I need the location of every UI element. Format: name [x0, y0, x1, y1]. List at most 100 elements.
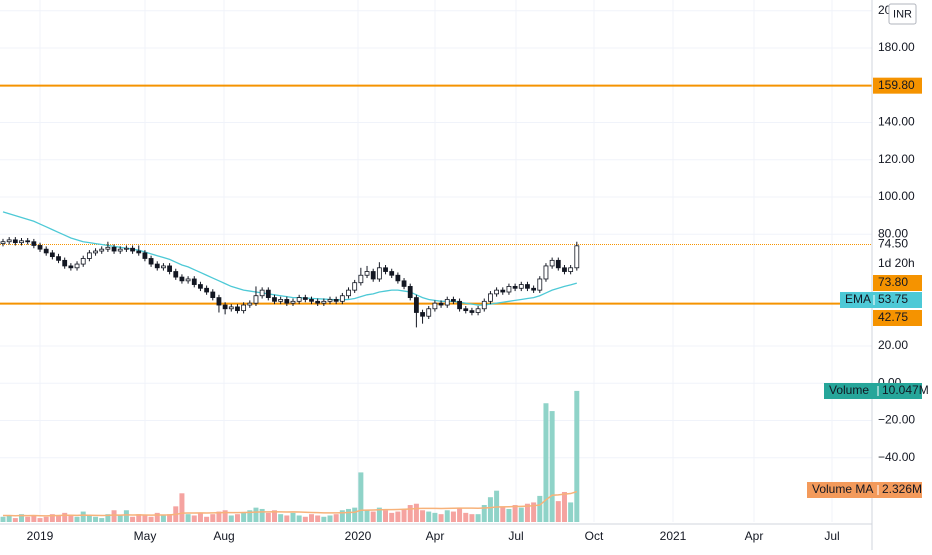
- volume-bar: [512, 505, 518, 522]
- volume-bar: [315, 515, 321, 522]
- volume-bar: [339, 510, 345, 522]
- volume-bar: [56, 515, 62, 522]
- series-label-box: [840, 292, 922, 308]
- volume-bar: [0, 516, 6, 522]
- candle-body: [37, 245, 43, 250]
- candle-body: [383, 267, 388, 272]
- y-tick-label: 100.00: [878, 189, 915, 203]
- volume-bar: [420, 510, 426, 522]
- candle-body: [574, 245, 580, 269]
- candle-body: [364, 271, 370, 276]
- volume-bar: [117, 515, 123, 522]
- volume-bar: [568, 502, 574, 522]
- volume-bar: [74, 516, 80, 522]
- plot: [0, 84, 872, 522]
- candle-body: [148, 258, 154, 265]
- volume-bar: [395, 511, 401, 522]
- volume-bar: [475, 514, 481, 522]
- candle-body: [321, 300, 327, 304]
- x-tick-label: 2021: [660, 529, 687, 543]
- volume-bar: [407, 505, 413, 522]
- candle-body: [451, 299, 456, 302]
- series-label-value: 53.75: [878, 292, 908, 306]
- volume-bar: [555, 501, 561, 522]
- volume-bar: [506, 508, 512, 522]
- candle-body: [136, 250, 142, 254]
- candle-body: [228, 306, 234, 310]
- volume-bar: [389, 512, 395, 522]
- volume-bar: [352, 507, 358, 522]
- volume-bar: [531, 502, 537, 522]
- candle-body: [481, 300, 487, 310]
- candle-body: [74, 263, 80, 269]
- x-tick-label: Jul: [508, 529, 523, 543]
- volume-bar: [265, 512, 271, 522]
- volume-bar: [574, 390, 580, 522]
- volume-bar: [457, 507, 463, 522]
- candle-body: [86, 252, 92, 259]
- volume-bar: [253, 507, 259, 522]
- currency: INR: [893, 8, 912, 20]
- candle-body: [518, 284, 524, 289]
- series-label-name: Volume MA: [812, 482, 873, 496]
- candle-body: [210, 291, 216, 298]
- candle-body: [68, 265, 74, 269]
- candle-body: [426, 308, 432, 317]
- volume-bar: [123, 510, 129, 522]
- candle-body: [432, 302, 438, 310]
- candle-body: [179, 276, 185, 282]
- price-label-box: [873, 310, 922, 326]
- volume-bar: [25, 516, 31, 522]
- series-label-value: 2.326M: [882, 482, 922, 496]
- candle-body: [105, 246, 111, 250]
- volume-bar: [438, 514, 444, 522]
- volume-bar: [426, 511, 432, 522]
- price-label-box: [873, 77, 922, 94]
- volume-bar: [62, 512, 68, 522]
- candle-body: [315, 300, 321, 304]
- candle-body: [99, 248, 105, 252]
- candle-body: [333, 299, 339, 302]
- volume-bar: [481, 505, 487, 522]
- candle-body: [124, 247, 129, 250]
- volume-bar: [469, 514, 475, 522]
- candle-body: [401, 280, 407, 287]
- volume-bar: [31, 515, 37, 522]
- volume-bar: [278, 514, 284, 522]
- candle-body: [272, 297, 277, 302]
- candle-body: [173, 271, 179, 278]
- candle-body: [506, 286, 512, 293]
- currency-box[interactable]: [888, 3, 917, 25]
- volume-bar: [271, 510, 277, 522]
- candle-body: [216, 297, 222, 306]
- x-tick-label: Jul: [824, 529, 839, 543]
- candle-body: [309, 299, 314, 302]
- volume-bar: [487, 497, 493, 522]
- volume-bar: [549, 411, 555, 522]
- candle-body: [537, 278, 543, 291]
- candle-body: [154, 263, 160, 269]
- candle-body: [80, 258, 86, 265]
- candle-body: [0, 241, 6, 244]
- volume-bar: [500, 506, 506, 522]
- volume-bar: [191, 515, 197, 522]
- volume-bar: [19, 514, 25, 522]
- candle-body: [204, 287, 210, 293]
- price-label-box: [873, 275, 922, 291]
- candle-body: [284, 299, 290, 304]
- volume-bar: [228, 515, 234, 522]
- candle-body: [469, 310, 475, 313]
- candle-body: [352, 282, 358, 291]
- candle-body: [444, 299, 450, 306]
- volume-bar: [432, 512, 438, 522]
- y-tick-label: 80.00: [878, 226, 908, 240]
- candle-body: [265, 289, 271, 298]
- price-label: 73.80: [878, 275, 908, 289]
- volume-bar: [105, 514, 111, 522]
- volume-bar: [376, 507, 382, 522]
- volume-bar: [68, 515, 74, 522]
- volume-bar: [160, 515, 166, 522]
- volume-bar: [216, 511, 222, 522]
- volume-bar: [130, 516, 136, 522]
- x-tick-label: Apr: [426, 529, 445, 543]
